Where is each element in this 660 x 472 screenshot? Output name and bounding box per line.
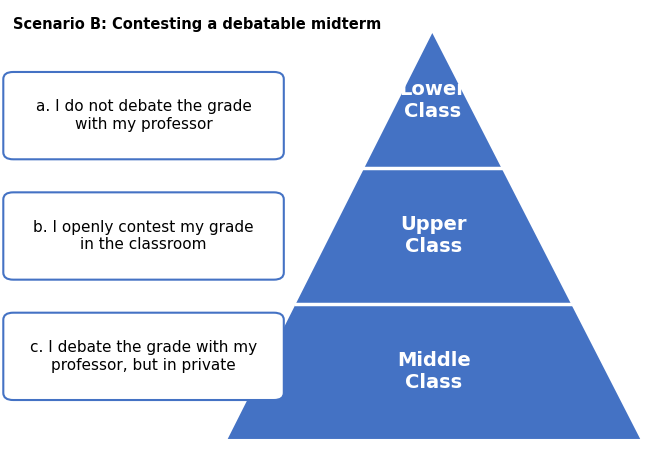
Text: Lower
Class: Lower Class xyxy=(399,80,466,121)
Polygon shape xyxy=(228,33,640,439)
Text: Middle
Class: Middle Class xyxy=(397,351,471,392)
Text: Upper
Class: Upper Class xyxy=(400,216,467,256)
Text: b. I openly contest my grade
in the classroom: b. I openly contest my grade in the clas… xyxy=(33,220,254,252)
Text: c. I debate the grade with my
professor, but in private: c. I debate the grade with my professor,… xyxy=(30,340,257,372)
FancyBboxPatch shape xyxy=(3,193,284,279)
Text: Scenario B: Contesting a debatable midterm: Scenario B: Contesting a debatable midte… xyxy=(13,17,381,32)
FancyBboxPatch shape xyxy=(3,72,284,160)
FancyBboxPatch shape xyxy=(3,313,284,400)
Text: a. I do not debate the grade
with my professor: a. I do not debate the grade with my pro… xyxy=(36,100,251,132)
